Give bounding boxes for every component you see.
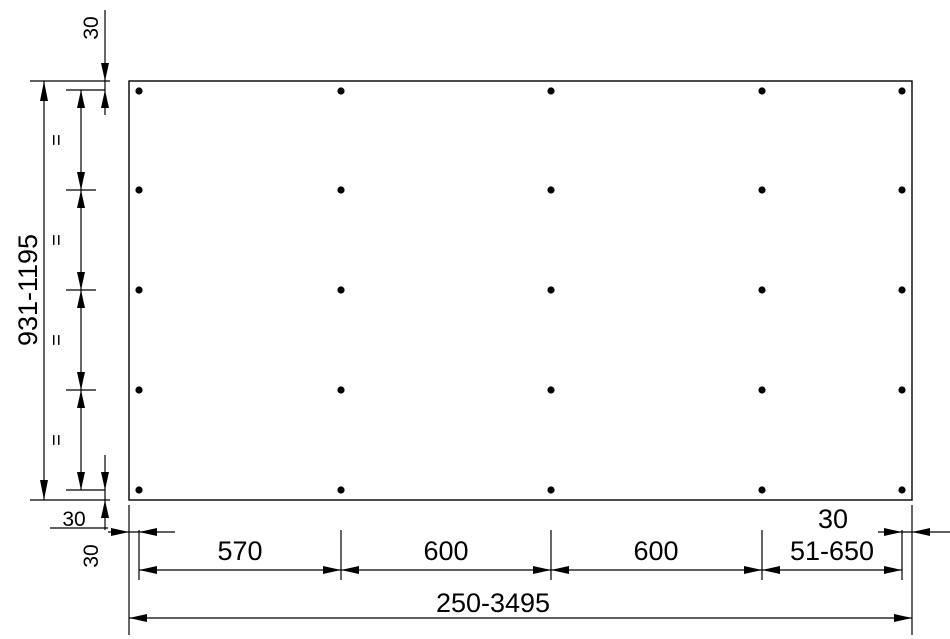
fixing-point	[898, 186, 906, 194]
fixing-point	[547, 486, 555, 494]
equal-mark-3: =	[46, 334, 68, 346]
fixing-point	[898, 486, 906, 494]
fixing-point	[135, 286, 143, 294]
bottom-left-offset-dimension: 30	[50, 455, 109, 531]
fixing-point	[758, 286, 766, 294]
fixing-point	[337, 87, 345, 95]
fixing-point	[337, 486, 345, 494]
fixing-point	[898, 286, 906, 294]
equal-mark-2: =	[46, 234, 68, 246]
extension-lines	[128, 505, 913, 635]
equal-spacing-chain: = = = =	[46, 89, 105, 491]
fixing-point	[898, 87, 906, 95]
spacing-label-4: 51-650	[790, 536, 874, 566]
spacing-chain: 570 600 600 51-650	[139, 536, 902, 574]
equal-mark-4: =	[46, 434, 68, 446]
spacing-label-3: 600	[633, 536, 678, 566]
fixing-point	[135, 87, 143, 95]
fixing-point	[758, 87, 766, 95]
equal-mark-1: =	[46, 134, 68, 146]
fixing-point	[758, 486, 766, 494]
fixing-point	[547, 87, 555, 95]
spacing-label-1: 570	[217, 536, 262, 566]
bottom-offset-label: 30	[80, 544, 103, 567]
fixing-point	[337, 286, 345, 294]
fixing-point	[547, 386, 555, 394]
bottom-left-offset-label: 30	[62, 508, 85, 531]
fixing-point	[135, 186, 143, 194]
fixing-point	[758, 186, 766, 194]
fixing-points-grid	[135, 87, 906, 494]
height-dimension: 931-1195	[13, 80, 110, 501]
total-width-dimension: 250-3495	[129, 588, 912, 622]
right-offset-label: 30	[818, 504, 848, 534]
fixing-point	[337, 186, 345, 194]
top-offset-label: 30	[80, 16, 103, 39]
fixing-point	[547, 186, 555, 194]
right-offset-dimension: 30	[818, 504, 950, 536]
spacing-label-2: 600	[423, 536, 468, 566]
fixing-point	[758, 386, 766, 394]
top-offset-dimension: 30	[80, 10, 109, 115]
fixing-point	[337, 386, 345, 394]
total-width-label: 250-3495	[436, 588, 550, 618]
panel-outline	[128, 80, 913, 501]
fixing-point	[898, 386, 906, 394]
fixing-point	[135, 386, 143, 394]
bottom-offset-dimension: 30	[80, 528, 175, 568]
height-range-label: 931-1195	[13, 234, 43, 346]
fixing-point	[547, 286, 555, 294]
fixing-point	[135, 486, 143, 494]
